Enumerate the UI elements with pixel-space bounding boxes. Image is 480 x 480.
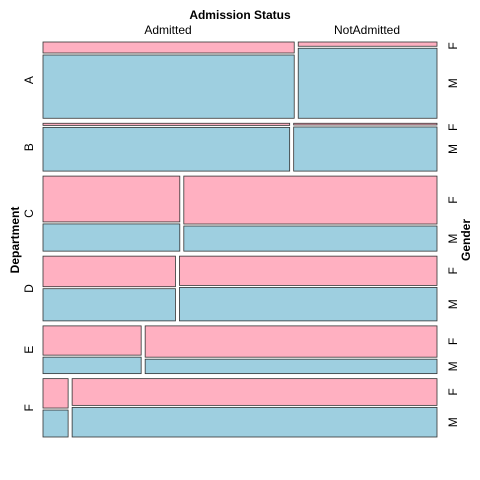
department-label-D: D xyxy=(22,284,36,293)
department-label-C: C xyxy=(22,209,36,218)
tile-B-admitted-F xyxy=(42,122,291,126)
chart-title: Admission Status xyxy=(189,8,291,22)
column-label-notadmitted: NotAdmitted xyxy=(334,23,400,37)
department-label-A: A xyxy=(22,76,36,84)
gender-label-E-F: F xyxy=(446,338,460,345)
tile-E-notadmitted-M xyxy=(144,358,438,375)
tile-C-admitted-F xyxy=(42,175,181,223)
tile-F-admitted-M xyxy=(42,409,69,438)
plot-area: A F M B F M C F M D F M E F M F F M xyxy=(22,41,460,438)
gender-label-B-M: M xyxy=(446,144,460,154)
tile-C-notadmitted-F xyxy=(183,175,438,225)
gender-label-D-M: M xyxy=(446,299,460,309)
tile-C-notadmitted-M xyxy=(183,225,438,252)
tile-A-admitted-F xyxy=(42,41,295,54)
right-axis-title: Gender xyxy=(459,219,473,261)
tile-A-admitted-M xyxy=(42,54,295,119)
y-axis-title: Department xyxy=(8,207,22,274)
column-label-admitted: Admitted xyxy=(144,23,191,37)
tile-E-admitted-M xyxy=(42,356,142,375)
gender-label-E-M: M xyxy=(446,361,460,371)
gender-label-C-M: M xyxy=(446,234,460,244)
tile-D-notadmitted-F xyxy=(179,255,438,286)
gender-label-F-M: M xyxy=(446,417,460,427)
tile-A-notadmitted-M xyxy=(297,47,438,119)
tile-F-notadmitted-M xyxy=(71,406,438,438)
department-label-F: F xyxy=(22,404,36,411)
department-label-E: E xyxy=(22,346,36,354)
gender-label-C-F: F xyxy=(446,196,460,203)
gender-label-F-F: F xyxy=(446,388,460,395)
tile-B-notadmitted-M xyxy=(293,126,438,172)
department-label-B: B xyxy=(22,143,36,151)
gender-label-A-M: M xyxy=(446,78,460,88)
tile-B-notadmitted-F xyxy=(293,122,438,126)
tile-E-notadmitted-F xyxy=(144,325,438,358)
gender-label-A-F: F xyxy=(446,42,460,49)
tile-F-admitted-F xyxy=(42,378,69,409)
tile-D-admitted-M xyxy=(42,288,176,322)
tile-D-notadmitted-M xyxy=(179,287,438,322)
gender-label-D-F: F xyxy=(446,267,460,274)
tile-F-notadmitted-F xyxy=(71,378,438,406)
tile-B-admitted-M xyxy=(42,126,291,172)
gender-label-B-F: F xyxy=(446,124,460,131)
tile-C-admitted-M xyxy=(42,223,181,252)
tile-D-admitted-F xyxy=(42,255,176,288)
tile-E-admitted-F xyxy=(42,325,142,356)
tile-A-notadmitted-F xyxy=(297,41,438,47)
